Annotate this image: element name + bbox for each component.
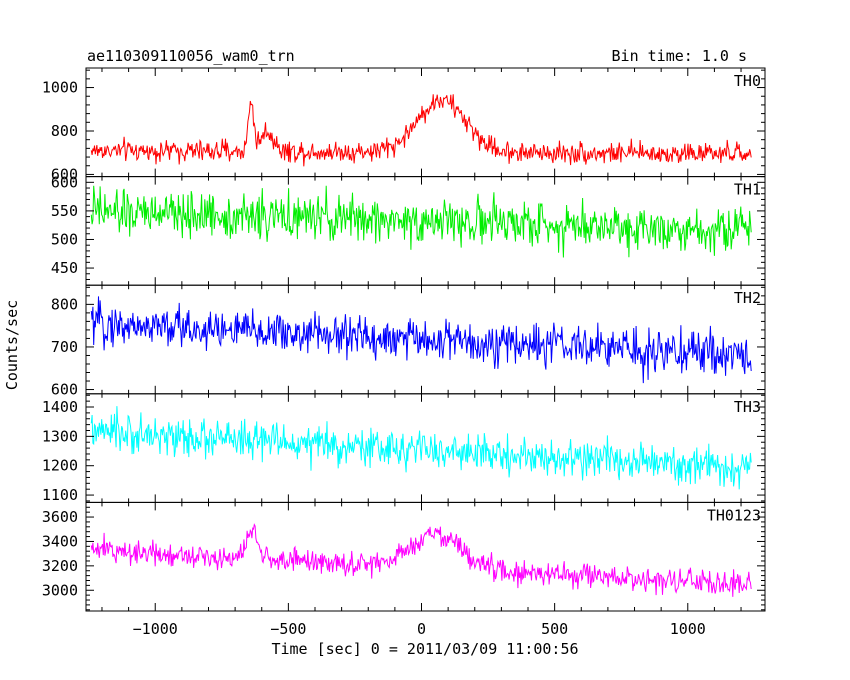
y-tick-label: 1200 <box>42 457 78 475</box>
panel-th1: 450 500 550 600 TH1 <box>51 173 766 286</box>
y-tick-label: 700 <box>51 338 78 356</box>
panel-frame <box>85 284 766 395</box>
y-tick-label: 550 <box>51 202 78 220</box>
panel-name-th2: TH2 <box>734 289 761 307</box>
y-tick-label: 800 <box>51 122 78 140</box>
series-th1 <box>90 185 752 258</box>
y-tick-label: 3000 <box>42 581 78 599</box>
y-tick-label: 600 <box>51 381 78 399</box>
panel-name-th0: TH0 <box>734 72 761 90</box>
y-tick-label: 1400 <box>42 398 78 416</box>
x-axis: −1000 −500 0 500 1000 <box>133 620 706 638</box>
series-th2 <box>90 296 752 384</box>
y-tick-label: 600 <box>51 165 78 183</box>
panel-name-th3: TH3 <box>734 398 761 416</box>
panel-th0: 600 800 1000 TH0 <box>42 67 766 183</box>
x-tick-label: −500 <box>270 620 306 638</box>
y-tick-label: 3400 <box>42 532 78 550</box>
panel-th2: 600 700 800 TH2 <box>51 284 766 399</box>
y-tick-label: 800 <box>51 295 78 313</box>
y-tick-label: 500 <box>51 230 78 248</box>
y-tick-label: 1100 <box>42 486 78 504</box>
y-tick-label: 3600 <box>42 508 78 526</box>
y-tick-label: 1000 <box>42 79 78 97</box>
x-tick-label: 0 <box>417 620 426 638</box>
panel-th3: 1100 1200 1300 1400 TH3 <box>42 393 766 504</box>
series-th0 <box>90 94 752 167</box>
y-tick-label: 600 <box>51 173 78 191</box>
y-axis-label: Counts/sec <box>3 300 21 390</box>
x-tick-label: 500 <box>541 620 568 638</box>
series-th3 <box>90 406 752 490</box>
y-tick-label: 3200 <box>42 557 78 575</box>
y-tick-label: 450 <box>51 259 78 277</box>
x-tick-label: −1000 <box>133 620 178 638</box>
chart-title: ae110309110056_wam0_trn <box>87 47 295 65</box>
panel-name-th0123: TH0123 <box>707 506 761 524</box>
panel-frame <box>85 501 766 612</box>
panel-name-th1: TH1 <box>734 181 761 199</box>
bin-time-label: Bin time: 1.0 s <box>612 47 747 65</box>
series-th0123 <box>90 523 752 597</box>
x-axis-label: Time [sec] 0 = 2011/03/09 11:00:56 <box>271 640 578 658</box>
panel-th0123: 3000 3200 3400 3600 TH0123 <box>42 501 766 612</box>
y-tick-label: 1300 <box>42 427 78 445</box>
x-tick-label: 1000 <box>670 620 706 638</box>
panels-group: 600 800 1000 TH0 450 500 550 600 TH1 600 700 800 TH2… <box>42 67 766 612</box>
